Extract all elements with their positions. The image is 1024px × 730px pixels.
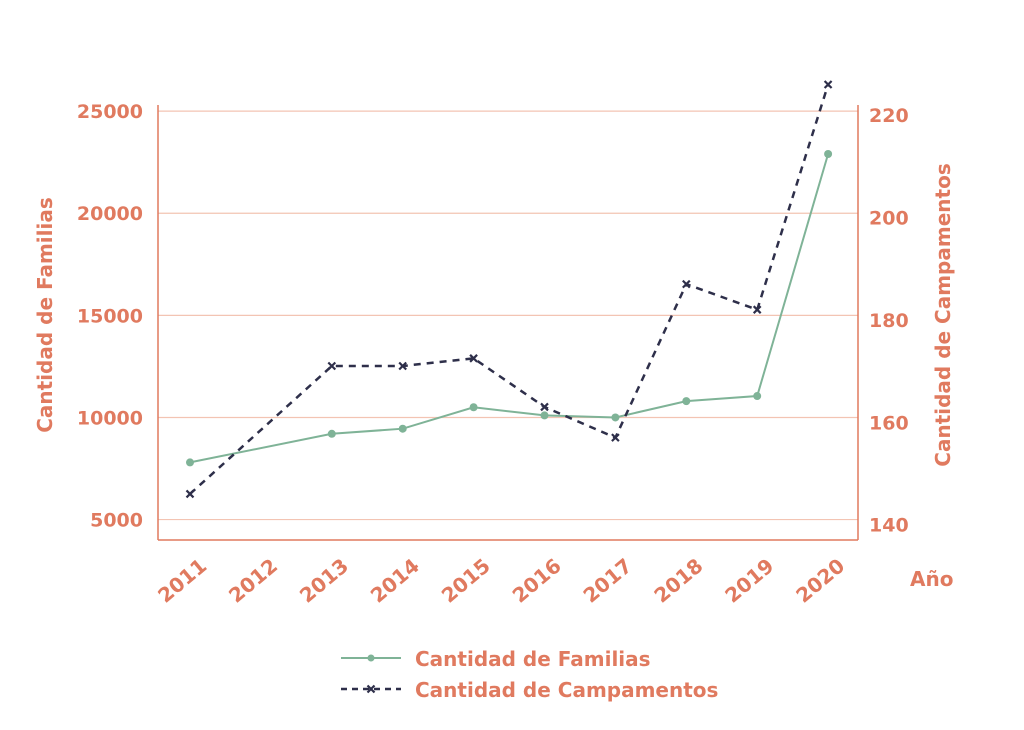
- legend-label-campamentos: Cantidad de Campamentos: [415, 678, 718, 702]
- axes: [157, 105, 859, 541]
- right-y-tick-label: 200: [869, 208, 909, 230]
- right-y-tick-label: 160: [869, 412, 909, 434]
- data-point: [682, 397, 691, 406]
- data-point: [611, 433, 620, 442]
- data-point: [327, 361, 337, 371]
- left-axis-title: Cantidad de Familias: [33, 197, 57, 433]
- left-y-tick-label: 5000: [90, 510, 143, 532]
- legend-marker-campamentos: [366, 684, 376, 694]
- data-point: [469, 403, 478, 412]
- x-tick-label: 2018: [649, 553, 707, 607]
- legend-item-campamentos: Cantidad de Campamentos: [341, 678, 718, 702]
- x-tick-labels: 2011 2012 2013 2014 2015 2016 2017 2018 2019 2020: [153, 553, 849, 607]
- legend-label-familias: Cantidad de Familias: [415, 647, 651, 671]
- right-y-tick-label: 140: [869, 515, 909, 537]
- data-point: [611, 413, 620, 422]
- x-tick-label: 2019: [720, 553, 778, 607]
- legend: Cantidad de Familias Cantidad de Campame…: [341, 647, 718, 702]
- left-y-tick-labels: 5000 10000 15000 20000 25000: [77, 101, 143, 531]
- x-tick-label: 2017: [579, 553, 637, 607]
- right-y-tick-label: 220: [869, 105, 909, 127]
- series-line: [189, 84, 830, 495]
- series-line: [189, 153, 830, 464]
- legend-item-familias: Cantidad de Familias: [341, 647, 651, 671]
- data-point: [327, 429, 336, 438]
- data-point: [398, 361, 407, 371]
- x-tick-label: 2012: [224, 553, 282, 607]
- series-campamentos: [185, 80, 833, 499]
- legend-x-marker: [366, 684, 376, 694]
- data-point: [185, 489, 195, 499]
- grid-lines: [158, 110, 858, 521]
- left-y-tick-label: 10000: [77, 407, 143, 429]
- data-point: [752, 305, 762, 314]
- x-tick-label: 2020: [791, 553, 849, 607]
- x-tick-label: 2015: [437, 553, 495, 607]
- x-tick-label: 2014: [366, 553, 424, 607]
- x-axis-title: Año: [910, 567, 953, 591]
- x-tick-label: 2016: [508, 553, 566, 607]
- left-y-tick-label: 15000: [77, 305, 143, 327]
- right-y-tick-label: 180: [869, 310, 909, 332]
- data-point: [469, 354, 478, 363]
- series-layer: [185, 80, 833, 499]
- series-familias: [186, 150, 833, 467]
- data-point: [823, 80, 833, 89]
- data-point: [824, 150, 833, 159]
- right-axis-title: Cantidad de Campamentos: [931, 163, 955, 466]
- right-y-tick-labels: 140 160 180 200 220: [869, 105, 909, 536]
- data-point: [398, 424, 407, 433]
- data-point: [682, 279, 691, 289]
- legend-marker-familias: [367, 654, 375, 662]
- data-point: [186, 458, 194, 467]
- left-y-tick-label: 25000: [77, 101, 143, 123]
- data-point: [540, 411, 549, 420]
- x-tick-label: 2011: [153, 553, 211, 607]
- left-y-tick-label: 20000: [77, 203, 143, 225]
- data-point: [540, 402, 549, 412]
- data-point: [753, 392, 762, 401]
- x-tick-label: 2013: [295, 553, 353, 607]
